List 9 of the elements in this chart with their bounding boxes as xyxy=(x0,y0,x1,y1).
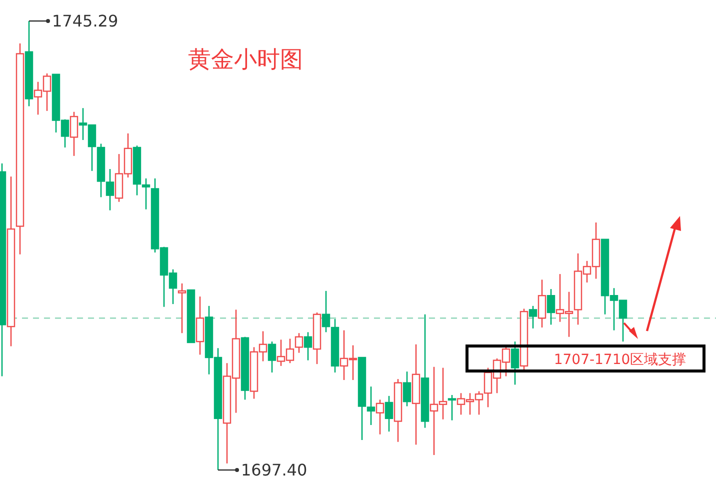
candlestick xyxy=(412,344,420,446)
candlestick xyxy=(538,279,546,328)
annotation: 1707-1710区域支撑 xyxy=(554,352,686,368)
candlestick xyxy=(16,42,24,256)
annotation: 1697.40 xyxy=(241,460,308,480)
candlestick xyxy=(196,296,204,356)
text: 黄金小时图 xyxy=(188,47,303,73)
candlestick xyxy=(6,176,16,347)
annotation: 1745.29 xyxy=(52,12,118,31)
